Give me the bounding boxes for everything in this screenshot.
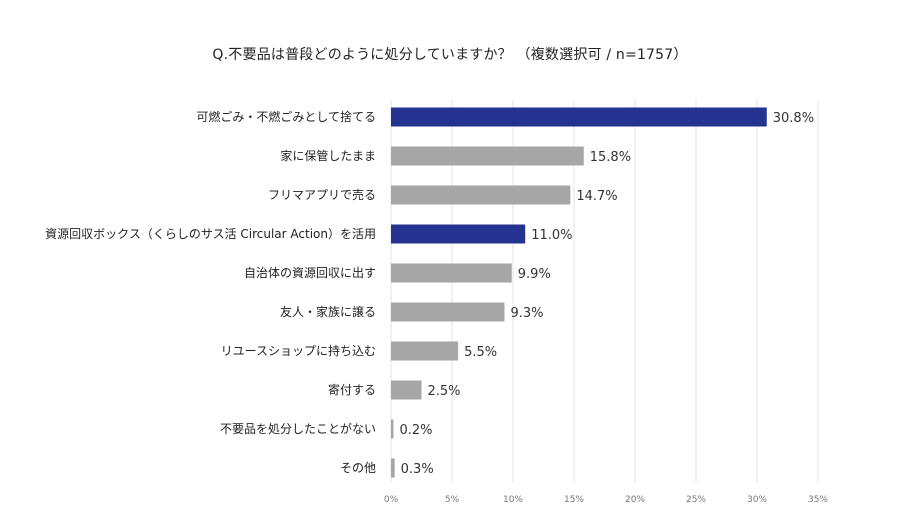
category-label: 資源回収ボックス（くらしのサス活 Circular Action）を活用: [45, 227, 376, 241]
bar: [391, 458, 395, 478]
data-label: 9.3%: [510, 306, 543, 321]
x-tick-label: 20%: [625, 495, 645, 505]
data-label: 2.5%: [428, 384, 461, 399]
bar: [391, 380, 422, 400]
category-label: 友人・家族に譲る: [280, 304, 376, 319]
x-tick-label: 30%: [747, 495, 767, 505]
data-label: 30.8%: [773, 111, 814, 126]
category-label: 家に保管したまま: [280, 148, 376, 163]
data-label: 15.8%: [590, 150, 631, 165]
bar: [391, 302, 505, 322]
category-label: 可燃ごみ・不燃ごみとして捨てる: [196, 109, 376, 124]
category-label: 寄付する: [328, 382, 376, 397]
category-label: フリマアプリで売る: [268, 187, 376, 202]
x-tick-label: 0%: [384, 495, 399, 505]
data-label: 5.5%: [464, 345, 497, 360]
data-label: 9.9%: [518, 267, 551, 282]
category-label: 不要品を処分したことがない: [220, 421, 376, 436]
category-label: その他: [340, 461, 376, 475]
x-tick-label: 15%: [564, 495, 584, 505]
category-label: リユースショップに持ち込む: [221, 343, 376, 358]
bar: [391, 341, 459, 361]
x-tick-label: 10%: [503, 495, 523, 505]
data-label: 0.3%: [401, 462, 434, 477]
bar: [391, 146, 584, 166]
bar: [391, 419, 394, 439]
bar: [391, 185, 571, 205]
x-tick-label: 25%: [686, 495, 706, 505]
bar: [391, 263, 512, 283]
data-label: 11.0%: [531, 228, 572, 243]
data-label: 0.2%: [399, 423, 432, 438]
chart-title: Q.不要品は普段どのように処分していますか？ （複数選択可 / n=1757）: [212, 47, 688, 63]
x-tick-label: 5%: [445, 495, 460, 505]
bar: [391, 224, 526, 244]
x-tick-label: 35%: [808, 495, 828, 505]
data-label: 14.7%: [576, 189, 617, 204]
category-label: 自治体の資源回収に出す: [244, 266, 376, 280]
bar: [391, 107, 767, 127]
